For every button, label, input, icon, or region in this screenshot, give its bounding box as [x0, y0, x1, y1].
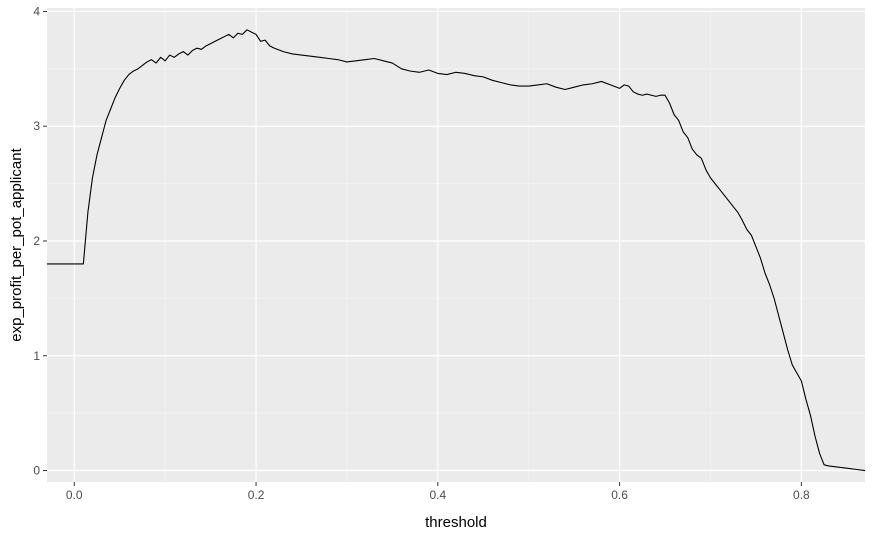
x-tick-label: 0.8: [793, 488, 810, 502]
x-tick-label: 0.2: [248, 488, 265, 502]
y-axis: 0 1 2 3 4: [33, 4, 47, 478]
y-axis-title: exp_profit_per_pot_applicant: [8, 147, 25, 341]
x-tick-label: 0.4: [429, 488, 446, 502]
y-tick-label: 1: [33, 349, 40, 363]
y-tick-label: 0: [33, 464, 40, 478]
y-tick-label: 2: [33, 234, 40, 248]
x-axis-title: threshold: [425, 514, 487, 531]
series-line: [47, 29, 866, 472]
x-tick-label: 0.6: [611, 488, 628, 502]
x-axis: 0.0 0.2 0.4 0.6 0.8: [66, 482, 810, 502]
panel-background: [47, 8, 865, 482]
y-tick-label: 4: [33, 4, 40, 18]
major-gridlines: [47, 8, 865, 482]
minor-gridlines: [47, 8, 865, 482]
x-tick-label: 0.0: [66, 488, 83, 502]
y-tick-label: 3: [33, 119, 40, 133]
